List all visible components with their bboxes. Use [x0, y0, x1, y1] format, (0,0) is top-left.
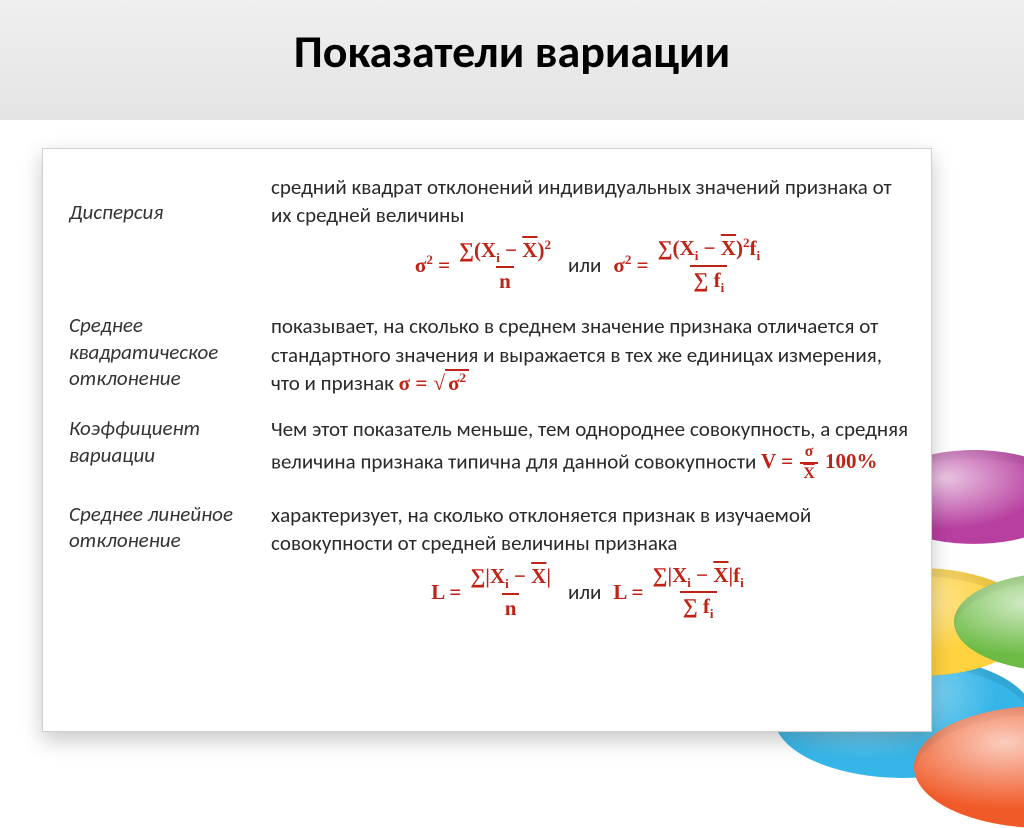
def-stddev: показывает, на сколько в среднем значени… — [271, 312, 909, 397]
L-eq-2: L = — [613, 578, 643, 606]
term-cv: Коэффициент вариации — [69, 415, 271, 468]
def-mad: характеризует, на сколько отклоняется пр… — [271, 501, 909, 621]
formula-mad: L = ∑|Xi − X| n или L = ∑|Xi − X|fi ∑ fi — [271, 564, 909, 622]
sigma-sq-eq-2: σ2 = — [613, 251, 648, 279]
term-dispersion: Дисперсия — [69, 173, 271, 225]
desc-stddev: показывает, на сколько в среднем значени… — [271, 313, 882, 396]
row-dispersion: Дисперсия средний квадрат отклонений инд… — [69, 173, 909, 294]
disc-green — [954, 573, 1024, 672]
formula-dispersion: σ2 = ∑(Xi − X)2 n или σ2 = ∑(Xi − X)2fi … — [271, 236, 909, 295]
L-eq-1: L = — [431, 578, 461, 606]
term-stddev: Среднее квадратическое отклонение — [69, 312, 271, 391]
formula-stddev: σ = √σ2 — [399, 371, 469, 395]
row-mad: Среднее линейное отклонение характеризуе… — [69, 501, 909, 621]
frac-disp-2: ∑(Xi − X)2fi ∑ fi — [655, 236, 764, 295]
frac-disp-1: ∑(Xi − X)2 n — [456, 238, 554, 293]
or-2: или — [568, 578, 601, 606]
formula-cv: V = σX 100% — [761, 449, 877, 473]
row-stddev: Среднее квадратическое отклонение показы… — [69, 312, 909, 397]
frac-L-1: ∑|Xi − X| n — [467, 565, 554, 619]
page-title: Показатели вариации — [0, 24, 1024, 80]
desc-mad: характеризует, на сколько отклоняется пр… — [271, 502, 811, 556]
def-cv: Чем этот показатель меньше, тем однородн… — [271, 415, 909, 482]
frac-L-2: ∑|Xi − X|fi ∑ fi — [649, 564, 746, 622]
def-dispersion: средний квадрат отклонений индивидуальны… — [271, 173, 909, 294]
desc-dispersion: средний квадрат отклонений индивидуальны… — [271, 174, 892, 228]
sigma-sq-eq: σ2 = — [415, 251, 450, 279]
content-card: Дисперсия средний квадрат отклонений инд… — [42, 148, 932, 732]
row-cv: Коэффициент вариации Чем этот показатель… — [69, 415, 909, 482]
or-1: или — [568, 251, 601, 279]
term-mad: Среднее линейное отклонение — [69, 501, 271, 554]
